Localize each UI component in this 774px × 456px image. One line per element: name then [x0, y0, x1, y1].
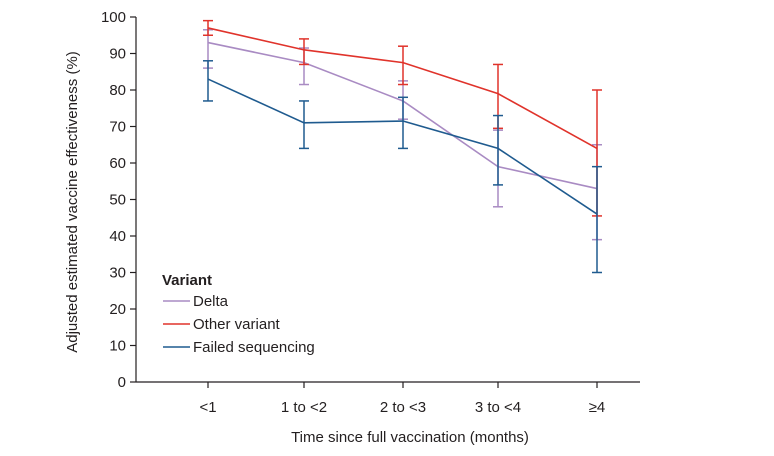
y-tick-label: 20: [109, 301, 126, 318]
x-tick-label: 1 to <2: [281, 399, 327, 416]
legend-label-failed-sequencing: Failed sequencing: [193, 339, 315, 356]
legend-label-other-variant: Other variant: [193, 316, 281, 333]
y-tick-label: 10: [109, 338, 126, 355]
y-tick-label: 0: [118, 374, 126, 391]
legend: Variant Delta Other variant Failed sequenc…: [162, 272, 315, 356]
y-tick-label: 60: [109, 155, 126, 172]
legend-label-delta: Delta: [193, 293, 229, 310]
y-tick-label: 70: [109, 119, 126, 136]
y-tick-label: 50: [109, 192, 126, 209]
y-axis-ticks: 0 10 20 30 40 50 60 70 80 90 100: [101, 9, 136, 391]
y-tick-label: 40: [109, 228, 126, 245]
y-tick-label: 80: [109, 82, 126, 99]
x-axis-ticks: <1 1 to <2 2 to <3 3 to <4 ≥4: [199, 382, 605, 416]
y-tick-label: 30: [109, 265, 126, 282]
y-axis-label: Adjusted estimated vaccine effectiveness…: [64, 51, 81, 353]
series-failed-sequencing: [203, 60, 602, 274]
x-tick-label: 3 to <4: [475, 399, 521, 416]
x-tick-label: 2 to <3: [380, 399, 426, 416]
legend-title: Variant: [162, 272, 212, 289]
y-tick-label: 100: [101, 9, 126, 26]
x-tick-label: <1: [199, 399, 216, 416]
x-axis-label: Time since full vaccination (months): [291, 429, 529, 446]
y-tick-label: 90: [109, 46, 126, 63]
series-layer: [203, 19, 602, 274]
x-tick-label: ≥4: [589, 399, 606, 416]
